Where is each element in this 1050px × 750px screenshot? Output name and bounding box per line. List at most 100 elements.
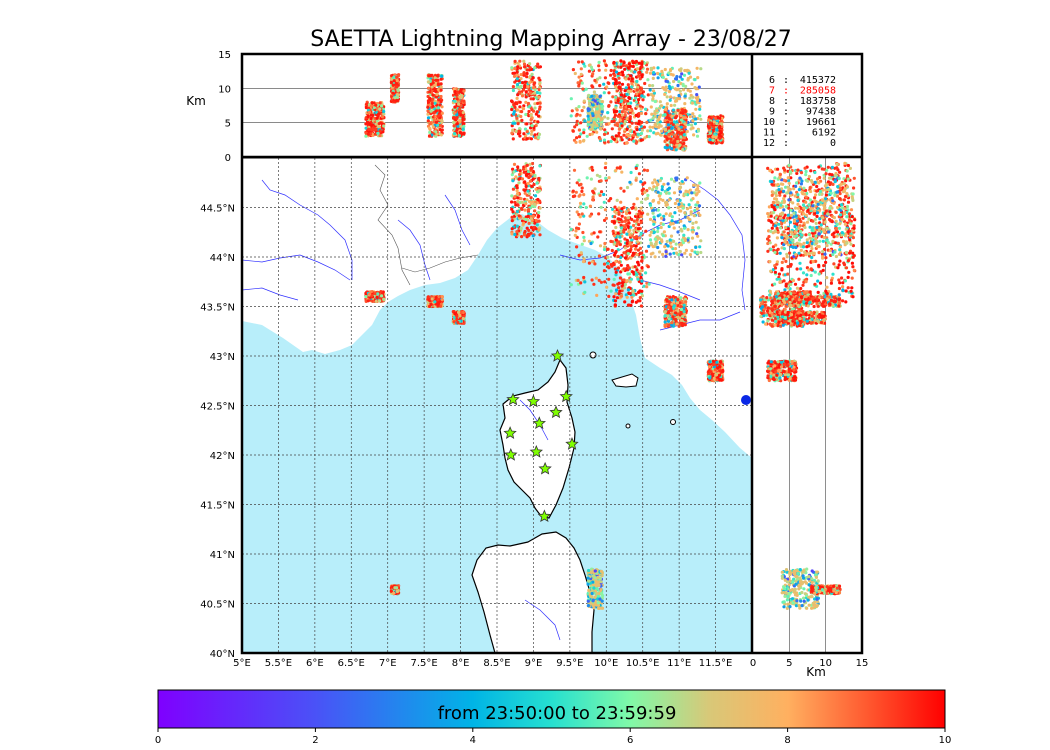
lightning-point (660, 188, 664, 192)
lightning-point-altitude (674, 137, 678, 141)
lightning-point-altitude (587, 69, 592, 73)
lightning-point (626, 208, 631, 212)
lightning-point-altitude (598, 84, 602, 88)
lightning-point-altitude (670, 126, 674, 130)
lightning-point (600, 591, 604, 596)
lightning-point-altitude (648, 88, 652, 92)
lightning-point (627, 230, 631, 234)
lightning-point-altitude (625, 117, 629, 121)
lightning-point-altitude (579, 72, 583, 76)
lightning-point (521, 221, 526, 225)
lightning-point (639, 275, 643, 279)
lightning-point (612, 220, 617, 224)
lightning-point-altitude (694, 86, 698, 90)
lightning-point-altitude (537, 76, 541, 80)
lightning-point (598, 230, 602, 234)
lightning-point-altitude (577, 135, 582, 139)
lightning-point-altitude (367, 130, 371, 134)
lightning-point (664, 203, 668, 207)
lightning-point-altitude (695, 134, 700, 138)
lightning-point-altitude (676, 139, 680, 144)
lightning-point-altitude (688, 115, 693, 119)
lightning-point (577, 253, 581, 257)
lightning-point (661, 198, 665, 202)
lightning-point-altitude (532, 91, 537, 95)
lightning-point-altitude (612, 60, 616, 65)
lightning-point-altitude (440, 119, 444, 123)
lightning-point-altitude (630, 77, 634, 81)
lightning-point-altitude (603, 76, 608, 80)
lightning-point-altitude (575, 123, 579, 127)
lightning-point (591, 599, 595, 603)
lightning-point (587, 261, 592, 265)
lightning-point (668, 295, 672, 299)
lightning-point-altitude (637, 114, 641, 118)
lat-tick-label: 40°N (210, 649, 235, 660)
lightning-point (614, 250, 618, 254)
lightning-point-altitude (660, 129, 664, 133)
lightning-point (661, 252, 665, 256)
lightning-point (510, 200, 514, 204)
lightning-point-altitude (607, 104, 611, 108)
lightning-point (618, 242, 623, 247)
lightning-point-altitude (382, 109, 386, 114)
lightning-point-altitude (434, 90, 438, 94)
lightning-point (636, 260, 640, 264)
lightning-point-altitude (630, 82, 634, 86)
lightning-point (623, 216, 627, 220)
lightning-point (668, 238, 672, 242)
lightning-point-altitude (646, 78, 650, 82)
lightning-point (581, 260, 586, 264)
lightning-point (642, 284, 646, 288)
lightning-point-altitude (538, 91, 542, 95)
lightning-point-altitude (673, 139, 677, 143)
lightning-point (668, 213, 672, 217)
lightning-point (607, 176, 611, 180)
lightning-point-altitude (522, 104, 526, 108)
lightning-point (718, 360, 723, 364)
lightning-point (640, 188, 644, 193)
lightning-point-altitude (708, 138, 712, 142)
lightning-point-altitude (614, 106, 618, 110)
lightning-point (635, 253, 639, 257)
lightning-point (575, 210, 579, 214)
lightning-point (661, 234, 666, 238)
lightning-point-altitude (432, 117, 436, 122)
lightning-point (619, 263, 623, 267)
lightning-point (621, 229, 625, 233)
lightning-point-altitude (615, 121, 619, 125)
lightning-point-altitude (670, 147, 674, 151)
lightning-point (680, 229, 684, 233)
lightning-point-altitude (678, 75, 683, 79)
lightning-point (572, 168, 577, 172)
lightning-point (512, 170, 516, 174)
lightning-point (392, 591, 396, 595)
lightning-point-altitude (639, 88, 643, 92)
lightning-point (648, 238, 653, 242)
lightning-point (670, 298, 674, 302)
lightning-point (639, 214, 643, 218)
lightning-point (427, 297, 431, 301)
lightning-point (677, 252, 681, 257)
lightning-point (606, 247, 610, 251)
lightning-point (609, 197, 613, 201)
lightning-point (614, 238, 618, 242)
lightning-point-altitude (681, 116, 686, 120)
lightning-point (634, 235, 639, 239)
lightning-point (626, 225, 630, 229)
lightning-point (686, 228, 690, 232)
lightning-point-altitude (426, 80, 430, 84)
lightning-point (656, 245, 660, 250)
lightning-point (640, 259, 644, 263)
lightning-point-altitude (569, 114, 573, 118)
lightning-point-altitude (582, 131, 586, 135)
lightning-point (663, 310, 668, 314)
lightning-point (666, 188, 670, 192)
lightning-point (678, 243, 682, 247)
lightning-point-altitude (682, 88, 686, 92)
lightning-point (598, 577, 603, 581)
lightning-point (678, 249, 682, 254)
lightning-point (670, 323, 674, 327)
lightning-point (626, 272, 630, 276)
lightning-point (625, 185, 630, 190)
